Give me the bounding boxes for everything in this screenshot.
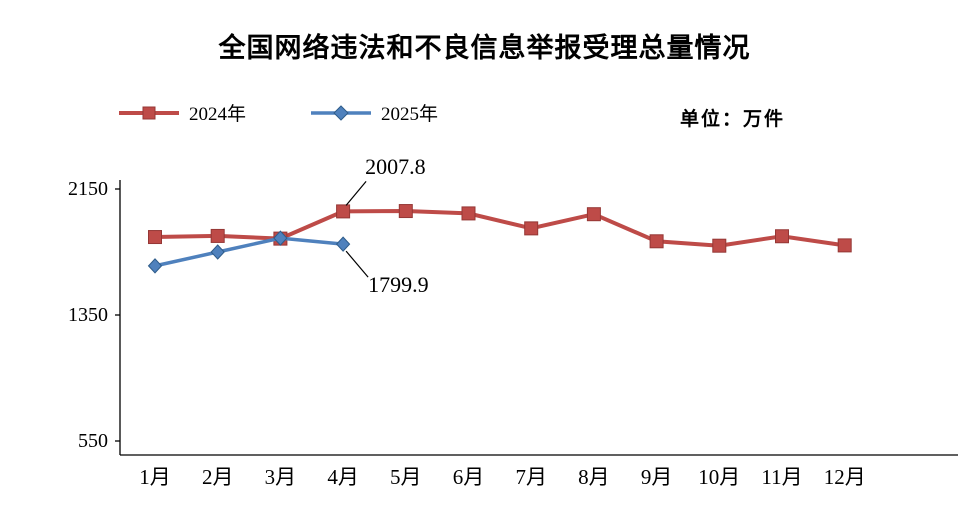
chart-title: 全国网络违法和不良信息举报受理总量情况 bbox=[218, 33, 751, 63]
y-axis-label-2150: 2150 bbox=[68, 178, 108, 200]
x-axis-label-2月: 2月 bbox=[201, 465, 234, 489]
series-line-2025年 bbox=[154, 236, 344, 268]
square-marker-icon bbox=[119, 106, 179, 119]
annotation-leader-1 bbox=[345, 250, 369, 278]
marker-2025年 bbox=[147, 258, 163, 274]
x-axis-label-5月: 5月 bbox=[390, 465, 422, 489]
legend: 2024年 2025年 bbox=[118, 99, 438, 126]
x-axis-label-12月: 12月 bbox=[823, 465, 866, 489]
x-axis-label-7月: 7月 bbox=[515, 465, 547, 489]
y-axis-label-550: 550 bbox=[78, 430, 108, 452]
marker-2024年 bbox=[398, 204, 413, 219]
marker-2024年 bbox=[148, 230, 162, 245]
marker-2024年 bbox=[586, 207, 601, 222]
x-axis-label-4月: 4月 bbox=[327, 465, 359, 489]
legend-label-2024年: 2024年 bbox=[189, 104, 247, 125]
marker-2024年 bbox=[837, 238, 852, 253]
unit-label: 单位：万件 bbox=[680, 109, 786, 130]
legend-label-2025年: 2025年 bbox=[381, 104, 439, 125]
x-axis-label-6月: 6月 bbox=[452, 465, 485, 489]
marker-2024年 bbox=[210, 228, 225, 243]
annotation-2024-apr-value: 2007.8 bbox=[365, 154, 426, 180]
marker-2024年 bbox=[775, 229, 789, 244]
annotation-leader-0 bbox=[345, 181, 367, 206]
x-axis-label-9月: 9月 bbox=[640, 465, 673, 489]
x-axis-label-1月: 1月 bbox=[139, 465, 171, 489]
marker-2024年 bbox=[336, 204, 351, 219]
annotation-2025-apr-value: 1799.9 bbox=[368, 272, 429, 298]
marker-2025年 bbox=[210, 244, 225, 260]
marker-2024年 bbox=[524, 221, 539, 236]
marker-2024年 bbox=[649, 234, 664, 249]
marker-2025年 bbox=[273, 230, 288, 246]
legend-item-2025年: 2025年 bbox=[310, 99, 438, 126]
x-axis-label-3月: 3月 bbox=[264, 465, 297, 489]
marker-2025年 bbox=[335, 236, 351, 252]
x-axis-label-10月: 10月 bbox=[698, 465, 741, 489]
x-axis-label-11月: 11月 bbox=[761, 465, 803, 489]
marker-2024年 bbox=[712, 238, 727, 253]
legend-item-2024年: 2024年 bbox=[118, 99, 246, 126]
series-line-2024年 bbox=[154, 209, 845, 248]
x-axis-label-8月: 8月 bbox=[578, 465, 610, 489]
diamond-marker-icon bbox=[311, 104, 372, 121]
y-axis-label-1350: 1350 bbox=[68, 304, 108, 326]
marker-2024年 bbox=[461, 206, 476, 221]
